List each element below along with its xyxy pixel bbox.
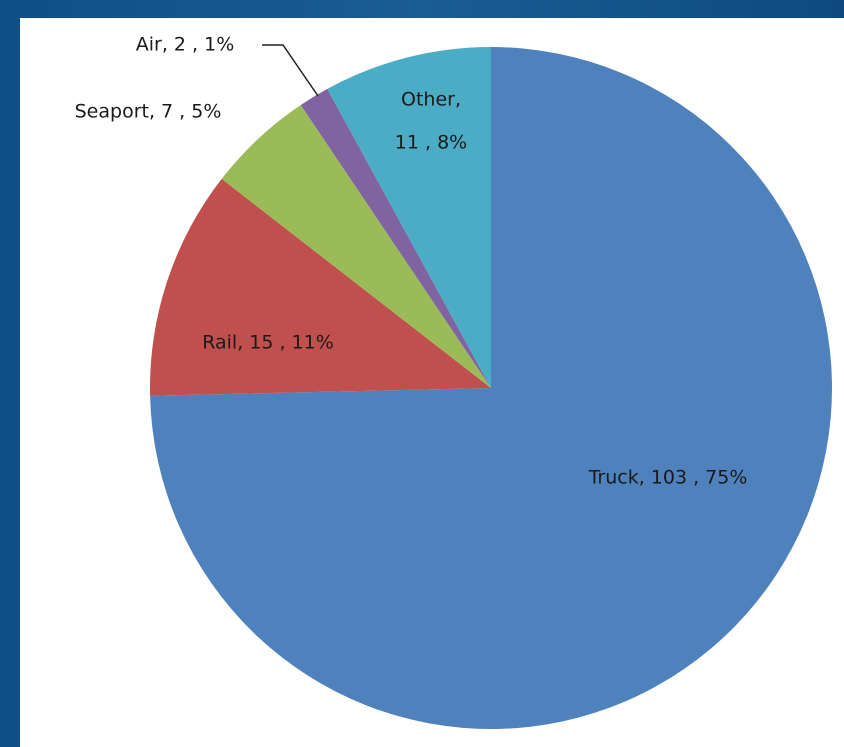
pie-slice bbox=[150, 47, 832, 730]
pie-slice bbox=[221, 105, 491, 388]
data-label: Air, 2 , 1% bbox=[136, 34, 235, 56]
pie-slice bbox=[150, 178, 491, 396]
data-label: Other, bbox=[401, 89, 461, 111]
leader-line bbox=[262, 44, 319, 97]
pie-slice bbox=[300, 88, 491, 388]
data-label: Rail, 15 , 11% bbox=[202, 332, 334, 354]
data-label: Seaport, 7 , 5% bbox=[75, 101, 222, 123]
slices bbox=[150, 47, 832, 730]
data-label: Truck, 103 , 75% bbox=[588, 467, 748, 489]
data-label: 11 , 8% bbox=[395, 132, 467, 154]
pie-slice bbox=[327, 47, 491, 388]
